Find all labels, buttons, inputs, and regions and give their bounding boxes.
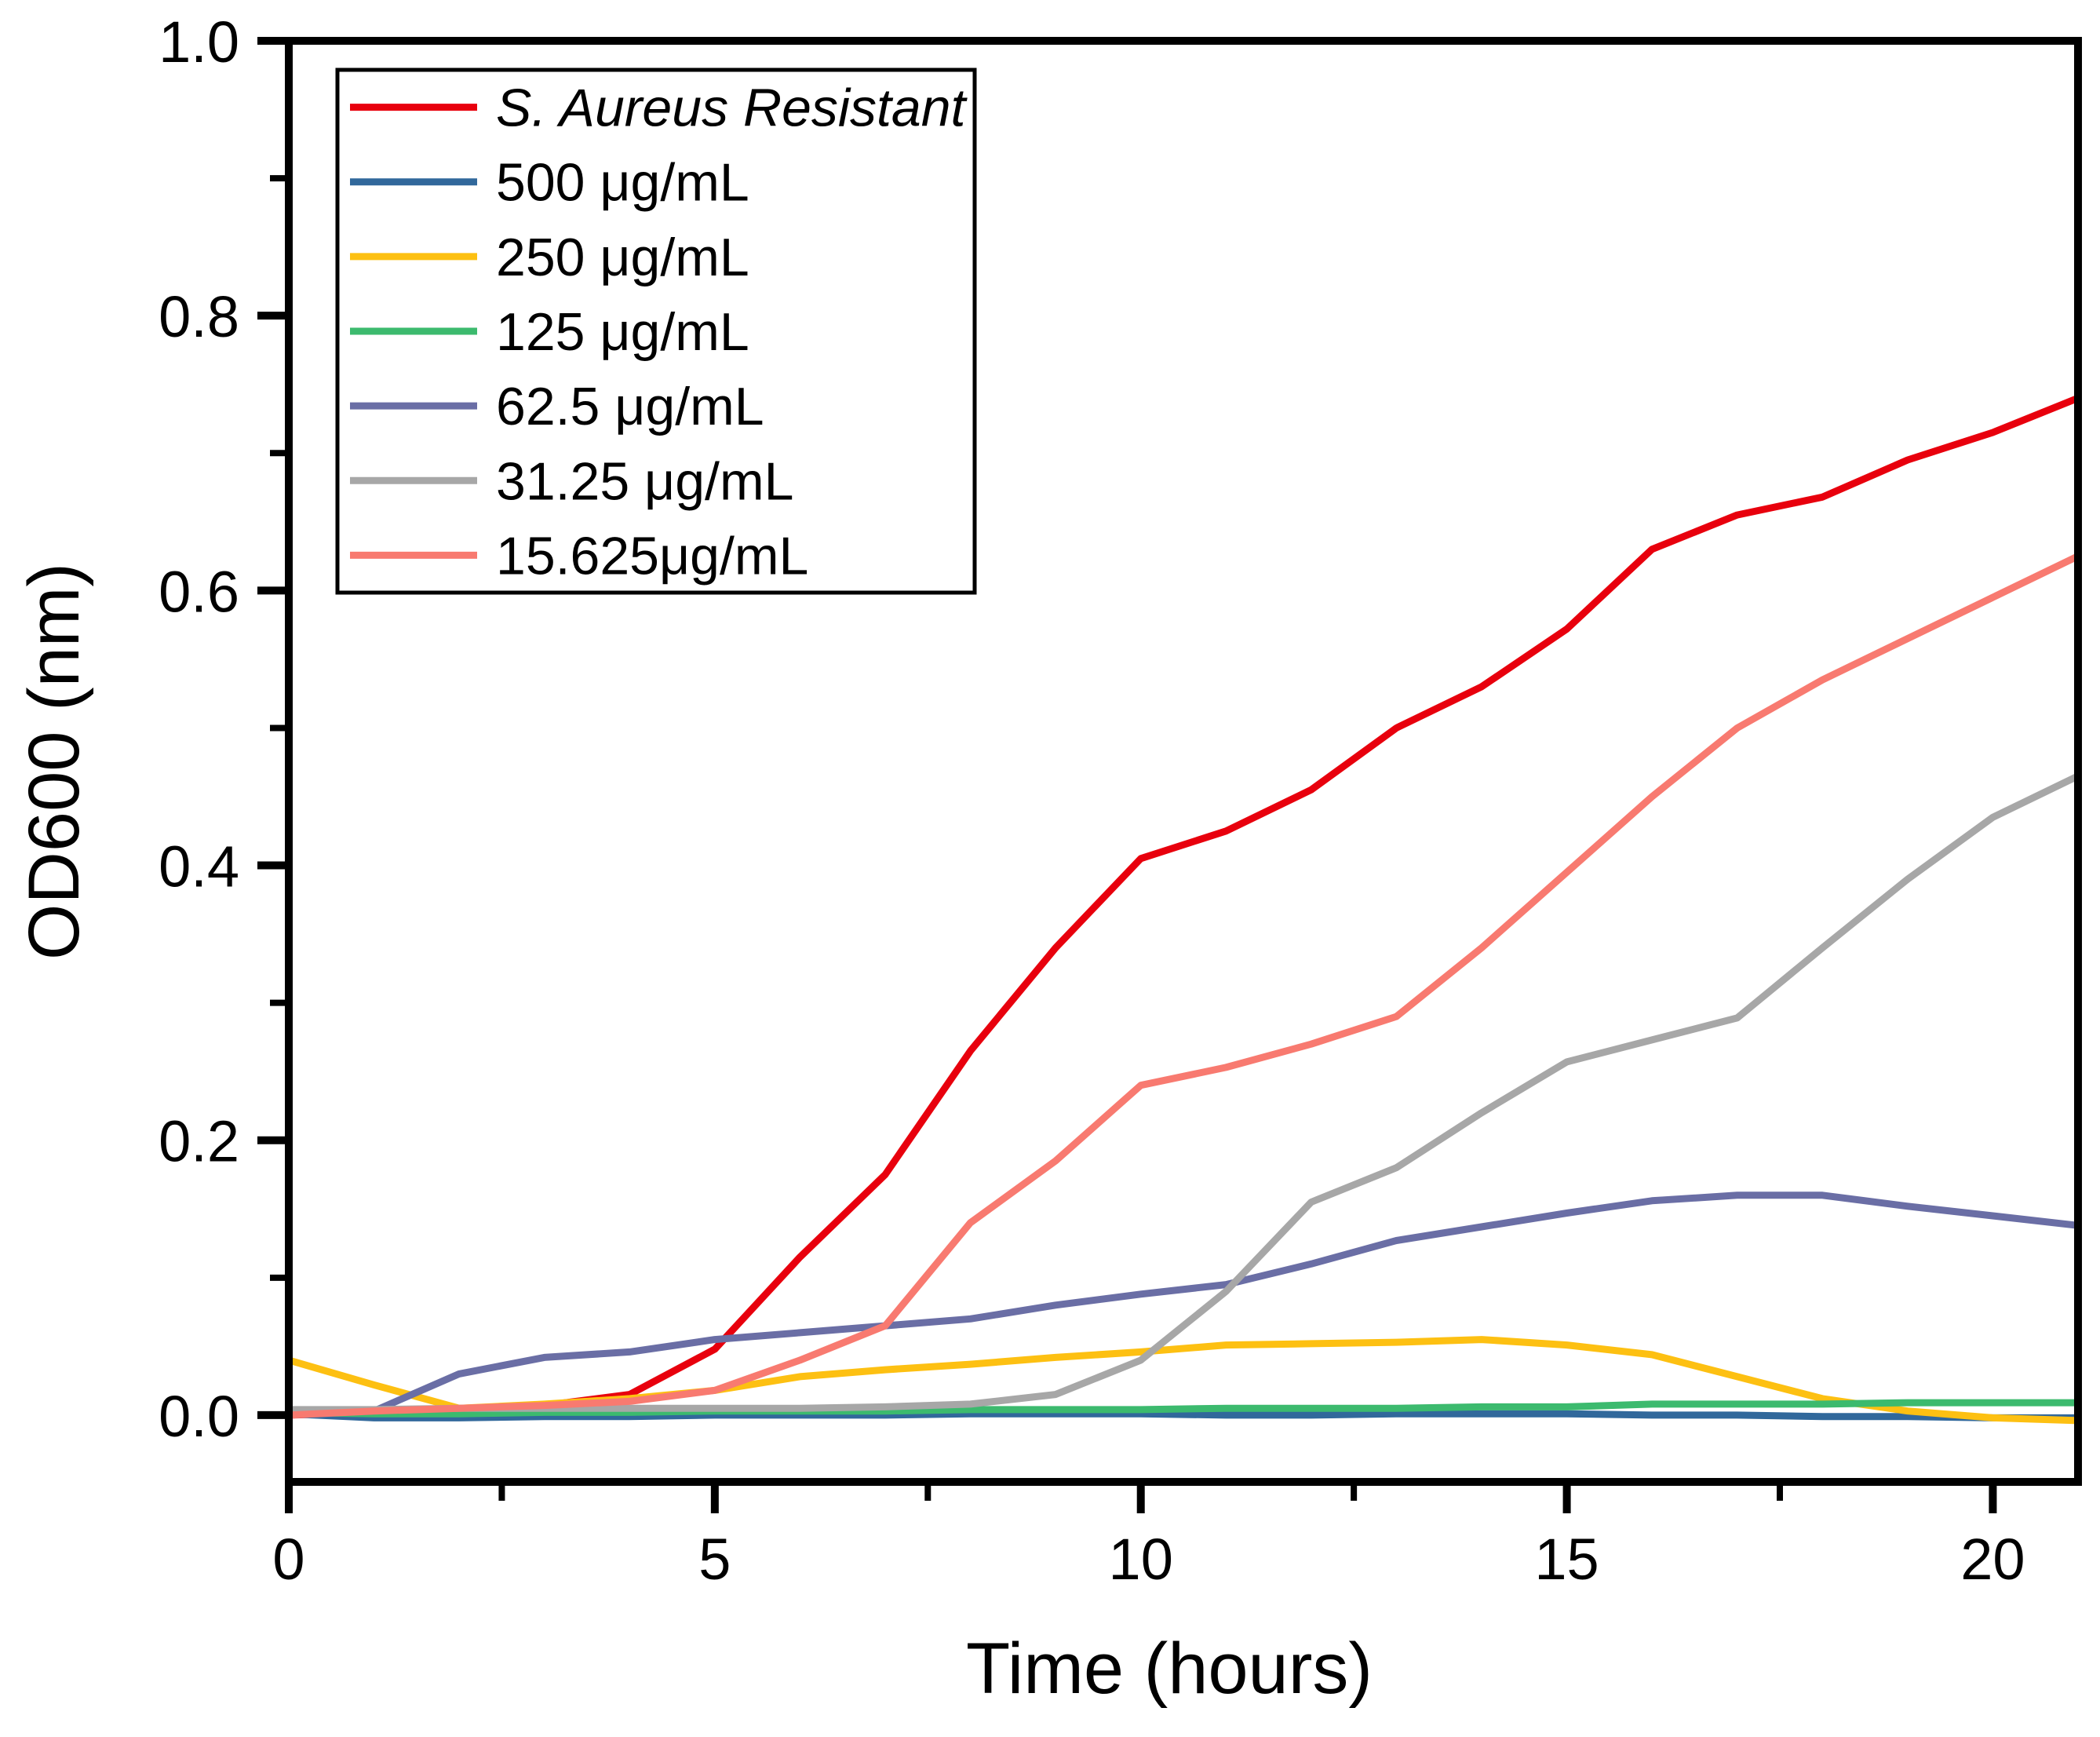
plot-border [285, 37, 2082, 1486]
y-tick-label: 1.0 [159, 9, 239, 75]
series-line-500-g-ml [288, 1410, 2078, 1421]
legend-label: 250 μg/mL [496, 228, 749, 287]
legend-label: 31.25 μg/mL [496, 451, 793, 511]
axis-ticks [257, 37, 1997, 1513]
series-line-31.25-g-ml [289, 772, 2080, 1414]
x-axis-title: Time (hours) [966, 1629, 1373, 1709]
series-line-125-g-ml [288, 1399, 2078, 1418]
y-tick-label: 0.4 [159, 834, 239, 900]
y-tick-label: 0.0 [159, 1384, 239, 1449]
legend-label: 62.5 μg/mL [496, 377, 764, 436]
y-tick-label: 0.2 [159, 1109, 239, 1174]
series-line-15.625-g-ml [288, 553, 2080, 1419]
x-tick-label: 10 [1109, 1527, 1173, 1592]
legend-label: 500 μg/mL [496, 153, 749, 213]
x-tick-label: 0 [272, 1527, 304, 1592]
x-tick-label: 15 [1534, 1527, 1599, 1592]
y-tick-label: 0.8 [159, 284, 239, 349]
legend: S. Aureus Resistant 500 μg/mL 250 μg/mL 125… [335, 68, 977, 595]
y-tick-label: 0.6 [159, 559, 239, 624]
y-axis-title: OD600 (nm) [14, 563, 94, 960]
x-tick-label: 5 [698, 1527, 731, 1592]
x-tick-label: 20 [1960, 1527, 2025, 1592]
axis-tick-labels: 0 5 10 15 20 0.0 0.2 0.4 0.6 0.8 1.0 [159, 9, 2025, 1592]
series-line-62.5-g-ml [288, 1191, 2079, 1419]
legend-label: 125 μg/mL [496, 302, 749, 362]
legend-label: 15.625μg/mL [496, 526, 808, 586]
legend-label: S. Aureus Resistant [496, 78, 968, 138]
series-lines [287, 395, 2080, 1425]
